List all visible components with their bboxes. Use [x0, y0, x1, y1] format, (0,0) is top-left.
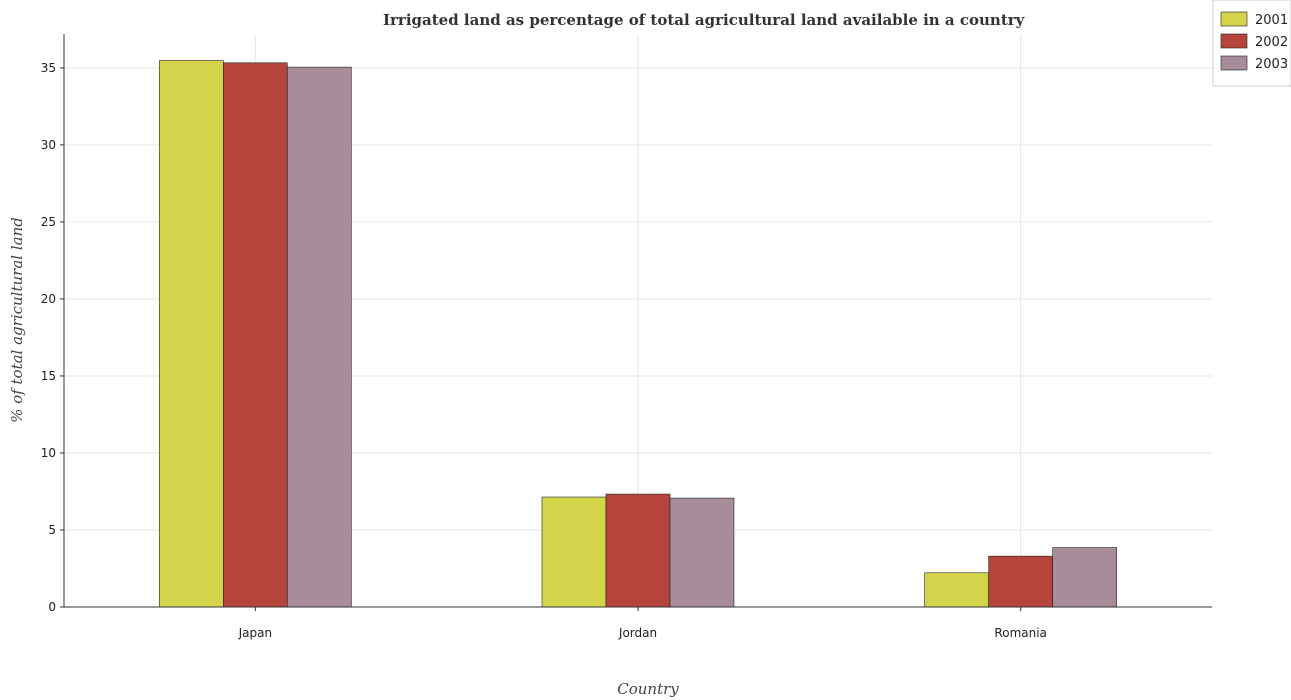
- y-tick-label: 30: [41, 138, 56, 152]
- x-tick-label: Japan: [238, 626, 272, 640]
- bar-2003-jordan: [669, 497, 735, 608]
- legend: 2001 2002 2003: [1212, 0, 1291, 87]
- y-tick-label: 25: [41, 215, 56, 229]
- bar-2003-romania: [1052, 547, 1117, 608]
- y-axis-label: % of total agricultural land: [8, 217, 26, 423]
- legend-swatch-2002: [1220, 33, 1248, 49]
- legend-swatch-2003: [1220, 55, 1248, 71]
- chart-title: Irrigated land as percentage of total ag…: [383, 11, 1026, 29]
- y-tick-label: 0: [48, 600, 56, 614]
- x-axis-label: Country: [617, 680, 679, 698]
- bar-2003-japan: [287, 66, 352, 608]
- legend-label-2001: 2001: [1255, 13, 1288, 28]
- legend-label-2003: 2003: [1255, 57, 1288, 72]
- bar-2002-japan: [223, 62, 288, 608]
- legend-swatch-2001: [1220, 11, 1248, 27]
- y-tick-label: 5: [48, 523, 56, 537]
- bar-2001-romania: [924, 572, 989, 608]
- bar-2001-jordan: [541, 496, 607, 608]
- bar-2002-romania: [988, 555, 1053, 608]
- legend-label-2002: 2002: [1255, 35, 1288, 50]
- bar-2002-jordan: [605, 493, 671, 608]
- y-tick-label: 35: [41, 61, 56, 75]
- x-tick-label: Romania: [994, 626, 1046, 640]
- bars-group: [159, 60, 1117, 608]
- bar-2001-japan: [159, 60, 224, 608]
- x-tick-label: Jordan: [618, 626, 657, 640]
- y-tick-label: 10: [41, 446, 56, 460]
- y-tick-label: 15: [41, 369, 56, 383]
- axes: 0 5 10 15 20 25 30 35 Japan Jordan Romania: [41, 34, 1212, 640]
- y-tick-label: 20: [41, 292, 56, 306]
